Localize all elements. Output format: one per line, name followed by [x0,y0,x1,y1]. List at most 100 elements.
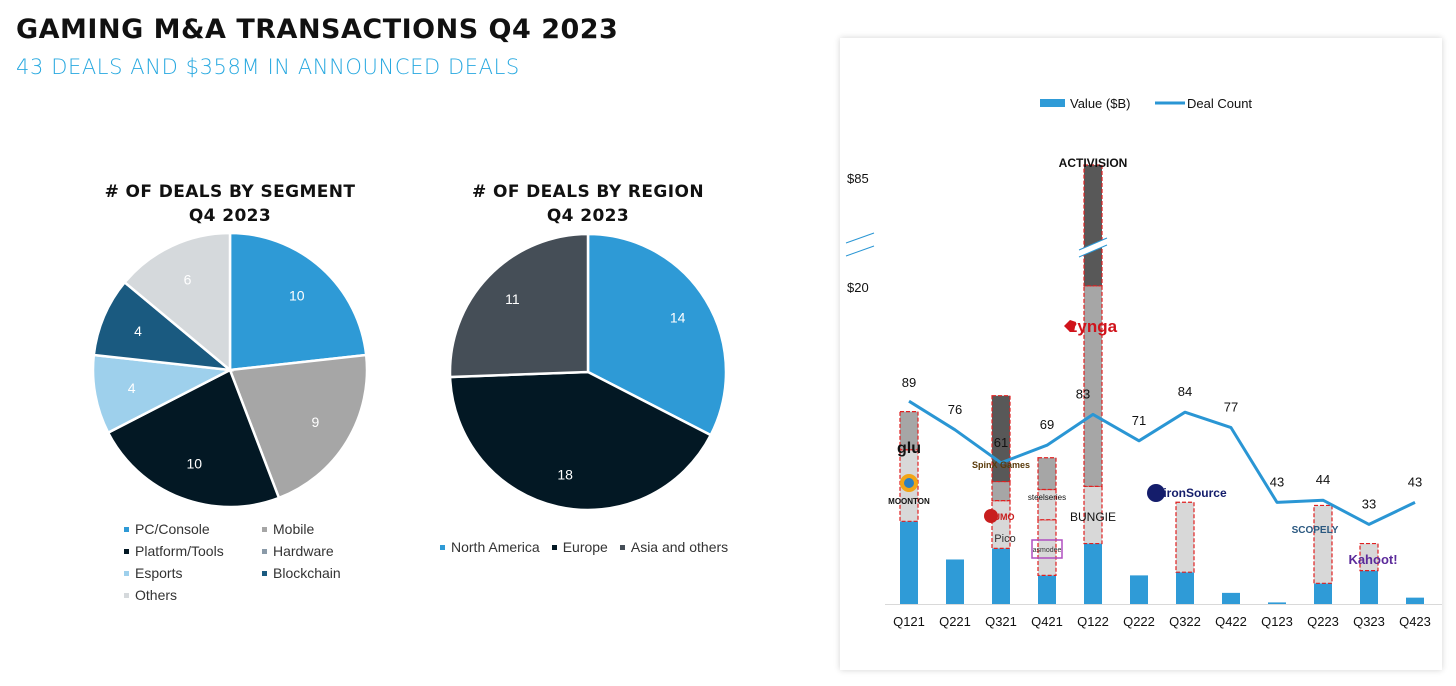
legend-item-europe: Europe [551,539,608,555]
x-tick-q422: Q422 [1215,614,1247,629]
ironsource-logo-icon [1147,484,1165,502]
asmodee-logo-frame [1031,539,1063,559]
pie-slice-asia-and-others [448,232,590,379]
company-logo-ironsource: ironSource [1163,486,1227,500]
bar-q321 [992,548,1010,604]
company-logo-pico: Pico [994,533,1015,545]
deal-count-label-q321: 61 [994,435,1008,450]
legend-swatch-mobile [262,526,267,532]
bar-q323 [1360,570,1378,604]
bar-q221 [946,559,964,604]
deal-count-label-q121: 89 [902,375,916,390]
pie-label-asia-and-others: 11 [505,291,520,307]
bar-q223 [1314,583,1332,604]
x-tick-q123: Q123 [1261,614,1293,629]
pie-slice-north-america [586,232,728,437]
legend-label-pc-console: PC/Console [135,521,210,537]
company-logo-steelseries: steelseries [1028,493,1066,502]
moonton-logo-icon-inner [904,478,914,488]
bar-q421 [1038,575,1056,604]
pie-label-north-america: 14 [670,309,686,325]
bar-q222 [1130,575,1148,604]
company-logo-glu: glu [897,440,921,457]
legend-label-asia-and-others: Asia and others [630,539,729,555]
deal-highlight-q121-glu [899,411,919,451]
deal-count-line [908,399,1416,526]
legend-label-others: Others [135,587,178,603]
legend-item-mobile: Mobile [262,521,382,537]
deal-highlight-q323-kahoot [1359,542,1379,572]
deal-count-label-q323: 33 [1362,496,1376,511]
legend-label-europe: Europe [562,539,608,555]
bar-q322 [1176,572,1194,604]
legend-label-esports: Esports [135,565,183,581]
deal-count-label-q423: 43 [1408,474,1422,489]
segment-pie-chart: 10 9 10 4 4 6 [91,231,369,509]
page-title: GAMING M&A TRANSACTIONS Q4 2023 [16,14,619,45]
pie-slice-mobile [228,353,369,500]
region-pie-title-block: # OF DEALS BY REGION Q4 2023 [438,180,738,228]
segment-pie-title-block: # OF DEALS BY SEGMENT Q4 2023 [80,180,380,228]
pie-label-others: 6 [184,271,192,287]
bar-q423 [1406,597,1424,604]
x-tick-q122: Q122 [1077,614,1109,629]
legend-swatch-esports [124,570,129,576]
region-legend: North America Europe Asia and others [440,539,728,555]
region-pie-subtitle: Q4 2023 [546,206,630,226]
pie-slice-platform-tools [106,368,281,509]
deal-count-label-q223: 44 [1316,472,1330,487]
pie-label-europe: 18 [557,466,573,482]
company-logo-asmodee: asmodee [1033,547,1062,554]
zynga-dog-icon [1064,320,1076,332]
legend-label-deal-count: Deal Count [1187,96,1252,111]
legend-label-hardware: Hardware [273,543,334,559]
deal-count-label-q123: 43 [1270,474,1284,489]
legend-item-esports: Esports [124,565,262,581]
company-logo-spinx-games: SpinX Games [972,460,1030,470]
deal-history-card: Value ($B) Deal Count $20 $85 Q121 Q221 Q321 Q4… [840,38,1442,670]
bar-break-gap [1079,238,1107,257]
value-deal-count-chart: Value ($B) Deal Count $20 $85 Q121 Q221 Q321 Q4… [845,96,1442,629]
legend-swatch-pc-console [124,526,129,532]
deal-count-label-q322: 84 [1178,384,1192,399]
legend-label-mobile: Mobile [273,521,315,537]
legend-swatch-hardware [262,548,267,554]
legend-item-north-america: North America [440,539,540,555]
pie-slice-esports [91,353,235,435]
pie-slice-pc-console [228,231,368,372]
x-tick-q423: Q423 [1399,614,1431,629]
x-tick-q223: Q223 [1307,614,1339,629]
x-tick-q421: Q421 [1031,614,1063,629]
legend-label-platform-tools: Platform/Tools [135,543,224,559]
deal-highlight-q322-ironsource [1175,501,1195,573]
legend-swatch-blockchain [262,570,267,576]
sumo-logo-icon [984,509,998,523]
bar-q123 [1268,602,1286,604]
deal-highlight-q321-sumo [991,480,1011,502]
deal-count-label-q421: 69 [1040,417,1054,432]
pie-slice-blockchain [92,280,234,372]
bar-q122 [1084,543,1102,604]
x-tick-q121: Q121 [893,614,925,629]
y-tick-20: $20 [847,280,869,295]
bar-q422 [1222,592,1240,604]
deal-count-label-q221: 76 [948,402,962,417]
legend-item-others: Others [124,587,262,603]
legend-label-value: Value ($B) [1070,96,1130,111]
legend-swatch-north-america [440,544,445,550]
pie-label-pc-console: 10 [289,288,305,304]
legend-item-platform-tools: Platform/Tools [124,543,262,559]
x-tick-q221: Q221 [939,614,971,629]
bar-q121 [900,521,918,604]
legend-swatch-others [124,592,129,598]
y-tick-85: $85 [847,171,869,186]
region-pie-chart: 14 18 11 [448,232,728,512]
legend-swatch-platform-tools [124,548,129,554]
pie-label-platform-tools: 10 [186,455,202,471]
legend-item-asia-and-others: Asia and others [619,539,729,555]
legend-label-north-america: North America [451,539,540,555]
deal-count-label-q122: 83 [1076,386,1090,401]
deal-count-label-q422: 77 [1224,400,1238,415]
company-logo-zynga: zynga [1069,317,1118,336]
deal-highlight-q122-activision [1083,164,1103,287]
